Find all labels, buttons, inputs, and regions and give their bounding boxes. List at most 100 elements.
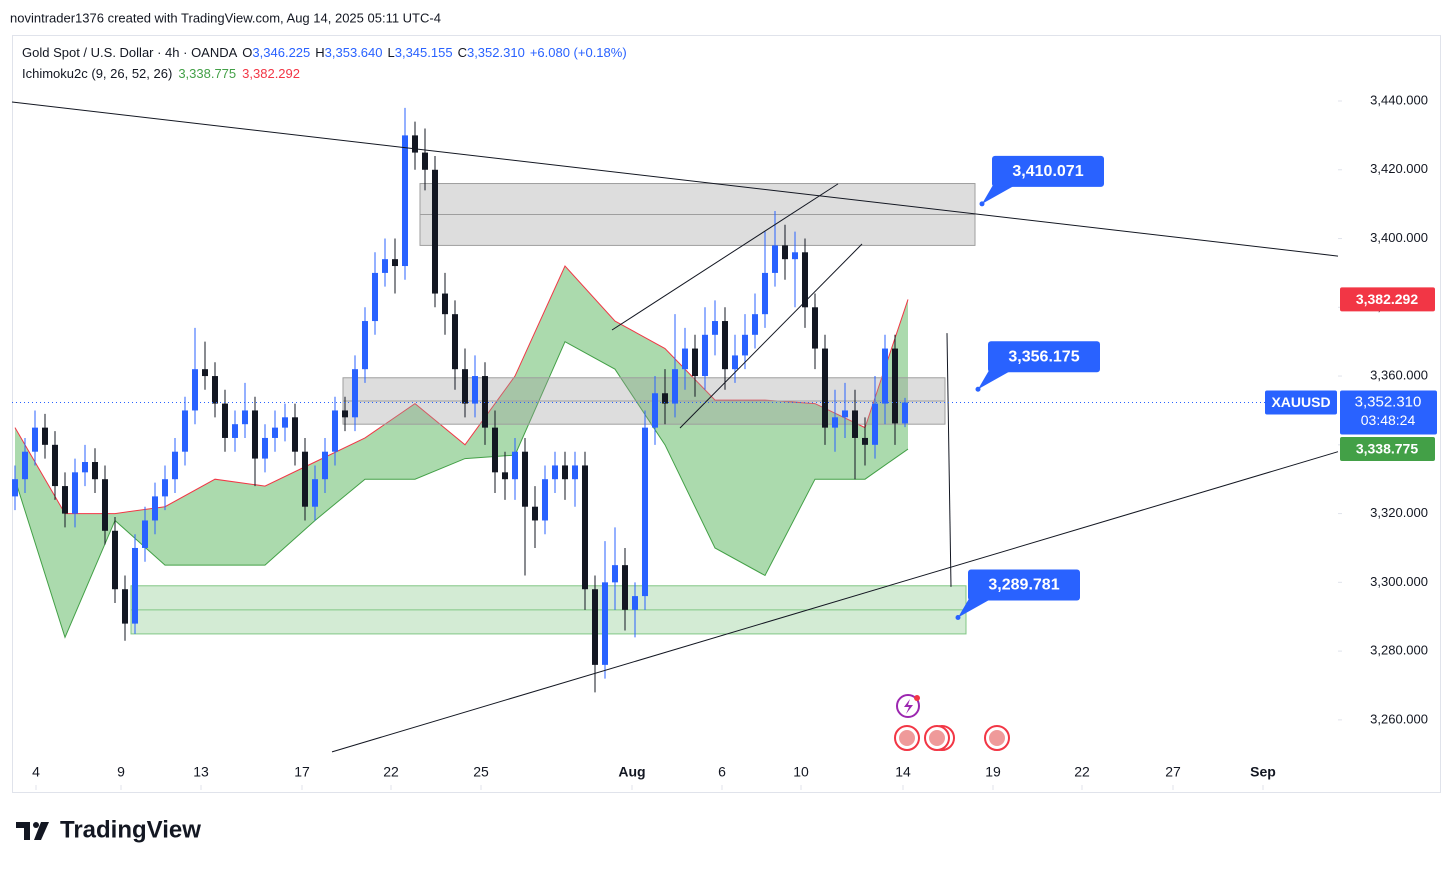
candle-body	[492, 427, 498, 473]
h-label: H	[315, 45, 324, 60]
trend-line	[946, 333, 952, 587]
candle-body	[482, 376, 488, 428]
candle-body	[672, 369, 678, 404]
candle-body	[282, 417, 288, 428]
last-price-label: 3,352.310	[1355, 393, 1422, 410]
candle-body	[142, 520, 148, 548]
candle-body	[52, 444, 58, 487]
candle-body	[412, 135, 418, 153]
span-b-badge	[1340, 287, 1435, 312]
o-label: O	[242, 45, 252, 60]
x-tick-label: 6	[718, 764, 726, 780]
indicator-legend: Ichimoku2c (9, 26, 52, 26) 3,338.775 3,382…	[22, 66, 300, 81]
candle-body	[682, 348, 688, 370]
candle-body	[762, 272, 768, 315]
callout-anchor	[979, 201, 985, 207]
callout-box	[968, 569, 1080, 601]
candle-body	[332, 410, 338, 452]
logo-mark	[33, 822, 39, 828]
candle-body	[452, 314, 458, 370]
candle-body	[432, 169, 438, 294]
span-b-badge-label: 3,382.292	[1356, 291, 1418, 307]
candle-body	[862, 437, 868, 445]
candle-body	[302, 451, 308, 507]
span-a-value: 3,338.775	[178, 66, 236, 81]
candle-body	[712, 321, 718, 335]
callout-label: 3,410.071	[1012, 163, 1083, 180]
x-tick-label: 14	[895, 764, 911, 780]
candle-body	[202, 369, 208, 377]
chart-frame	[12, 35, 1441, 793]
x-tick-label: Sep	[1250, 764, 1276, 780]
candle-body	[632, 596, 638, 610]
candle-body	[542, 479, 548, 521]
candle-body	[612, 565, 618, 583]
trend-line	[11, 101, 1339, 257]
y-tick-label: 3,360.000	[1370, 367, 1428, 382]
cloud-span-a	[14, 340, 909, 639]
callout-anchor	[955, 614, 961, 620]
callout-label: 3,356.175	[1008, 348, 1079, 365]
candle-body	[742, 334, 748, 356]
x-tick-label: 25	[473, 764, 489, 780]
candle-body	[662, 393, 668, 404]
candle-body	[312, 479, 318, 507]
candle-body	[402, 135, 408, 267]
x-tick-label: 22	[1074, 764, 1090, 780]
y-tick-label: 3,400.000	[1370, 230, 1428, 245]
candle-body	[802, 252, 808, 308]
candle-body	[272, 427, 278, 438]
event-icon	[989, 730, 1005, 746]
candle-body	[652, 393, 658, 428]
cloud-fill	[15, 266, 908, 638]
callout-label: 3,289.781	[988, 577, 1059, 594]
candle-body	[322, 451, 328, 480]
h-value: 3,353.640	[325, 45, 383, 60]
candle-body	[772, 245, 778, 273]
candle-body	[102, 479, 108, 531]
brand-logo	[16, 822, 49, 840]
candle-body	[252, 410, 258, 459]
candle-body	[782, 245, 788, 260]
indicator-name: Ichimoku2c (9, 26, 52, 26)	[22, 66, 172, 81]
candle-body	[112, 530, 118, 590]
candle-body	[182, 410, 188, 452]
x-tick-label: 22	[383, 764, 399, 780]
trend-line	[611, 183, 839, 331]
l-label: L	[388, 45, 395, 60]
candle-body	[12, 479, 18, 497]
event-icon	[904, 699, 913, 714]
candle-body	[532, 506, 538, 521]
candle-body	[382, 259, 388, 273]
candle-body	[292, 417, 298, 452]
candle-body	[262, 437, 268, 459]
candle-body	[472, 376, 478, 404]
event-icons	[894, 694, 1010, 751]
span-b-value: 3,382.292	[242, 66, 300, 81]
callout-box	[992, 155, 1104, 187]
legend-line: Gold Spot / U.S. Dollar · 4h · OANDA O3,3…	[22, 45, 627, 60]
candle-body	[442, 293, 448, 315]
x-tick-label: 17	[294, 764, 310, 780]
candle-body	[622, 565, 628, 610]
candle-body	[872, 403, 878, 445]
candle-body	[572, 465, 578, 480]
candle-body	[172, 451, 178, 480]
candle-body	[32, 427, 38, 452]
candle-body	[722, 321, 728, 370]
candle-body	[362, 321, 368, 370]
y-tick-label: 3,300.000	[1370, 574, 1428, 589]
candle-body	[582, 465, 588, 590]
candle-body	[592, 589, 598, 665]
candle-body	[892, 348, 898, 424]
brand: TradingView	[60, 816, 201, 843]
candle-body	[342, 410, 348, 418]
logo-mark	[16, 822, 30, 840]
candle-body	[642, 427, 648, 597]
span-a-badge	[1340, 437, 1435, 462]
candle-body	[512, 451, 518, 480]
candle-body	[352, 369, 358, 418]
candle-body	[242, 410, 248, 425]
event-icon	[899, 730, 915, 746]
